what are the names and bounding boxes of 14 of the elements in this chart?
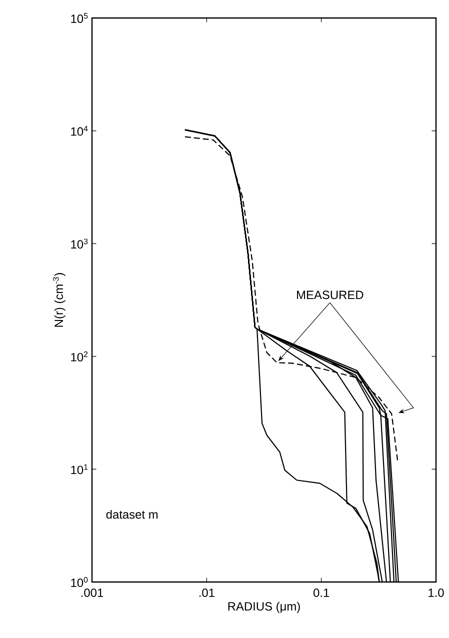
annotation: MEASURED (297, 290, 364, 300)
y-tick-label: 10$^{0}$ (71, 576, 88, 587)
annotation: dataset m (106, 510, 158, 519)
x-tick-label: 1.0 (428, 588, 444, 597)
x-tick-label: .001 (81, 588, 104, 597)
x-tick-label: 0.1 (313, 588, 330, 597)
y-tick-label: 10$^{4}$ (71, 126, 88, 136)
y-axis-title: N(r) (cm$^{-3}$) (53, 273, 66, 327)
y-tick-label: 10$^{3}$ (71, 238, 88, 249)
y-tick-label: 10$^{1}$ (71, 464, 88, 474)
y-tick-label: 10$^{2}$ (71, 351, 88, 362)
y-tick-label: 10$^{5}$ (71, 13, 88, 23)
x-tick-label: .01 (199, 588, 214, 597)
x-axis-title: RADIUS (μm) (228, 602, 300, 613)
